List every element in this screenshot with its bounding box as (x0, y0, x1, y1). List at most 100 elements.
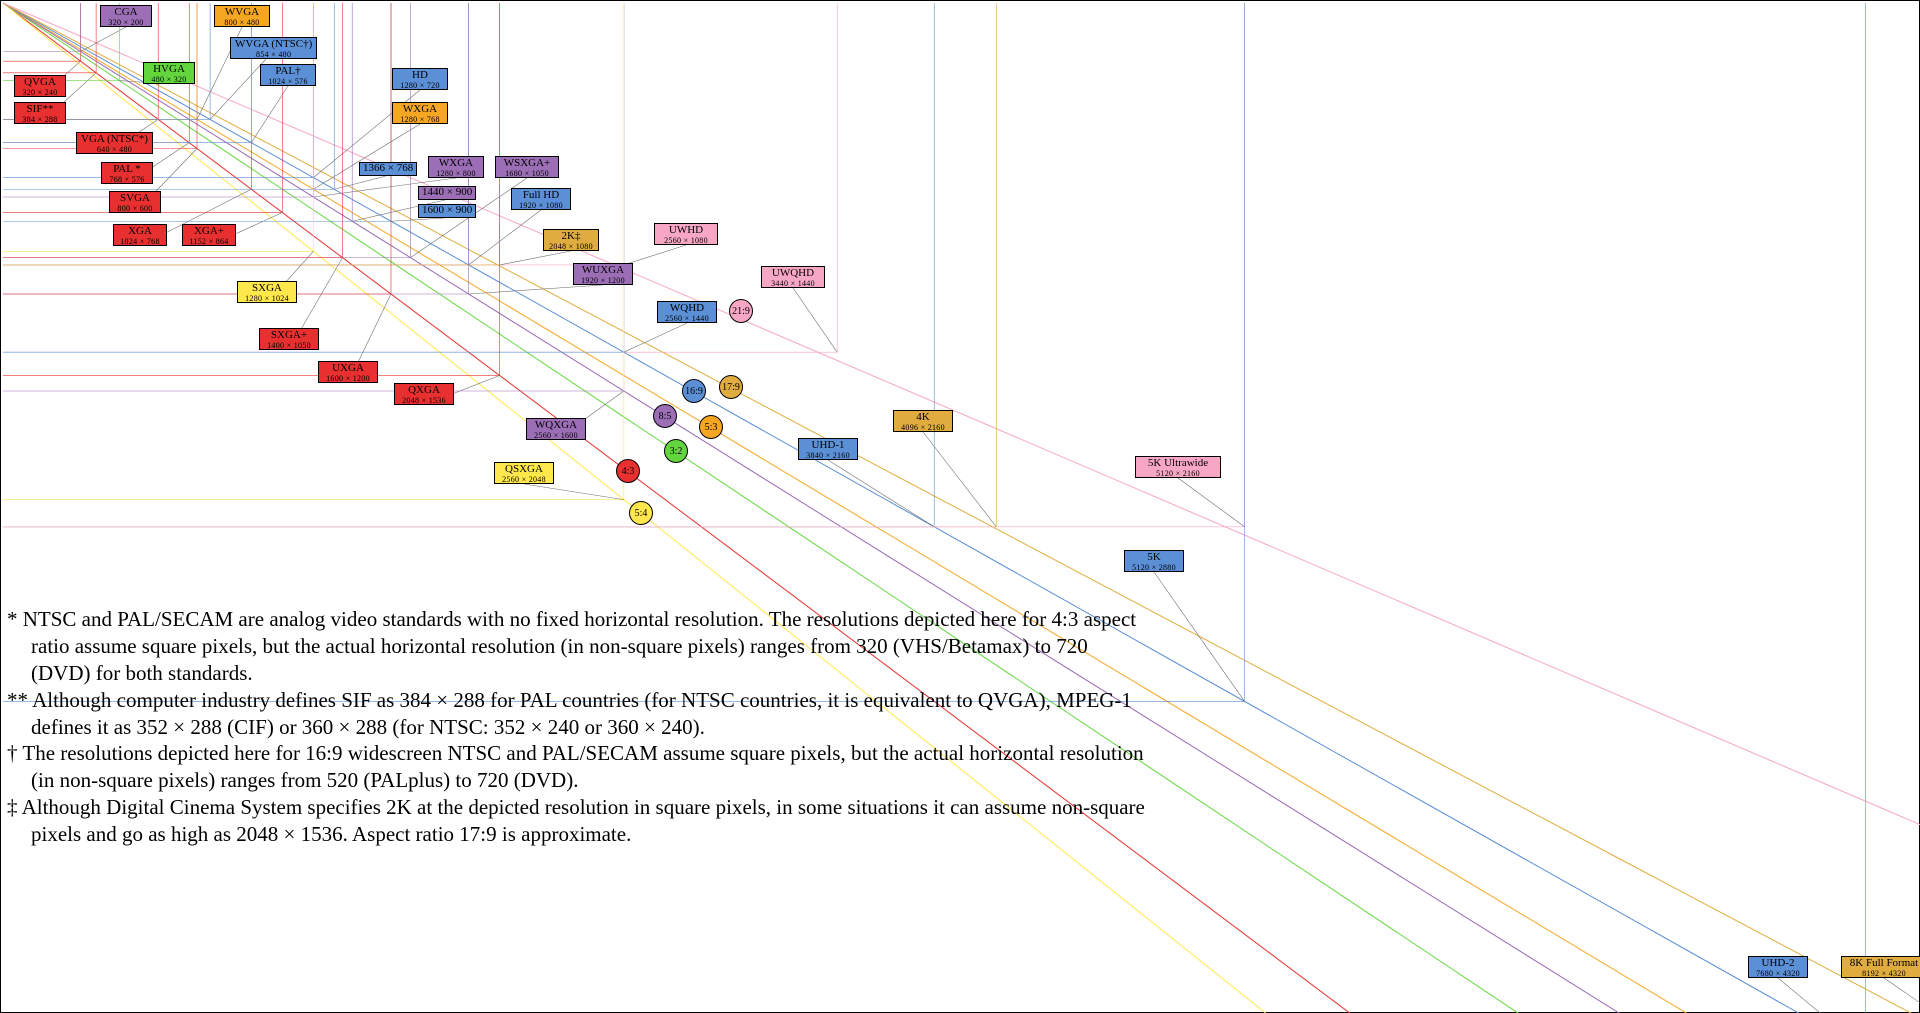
res-dims: 1600 × 1200 (323, 375, 373, 383)
ratio-circle-8-5: 8:5 (653, 404, 677, 428)
ratio-circle-3-2: 3:2 (664, 439, 688, 463)
resolution-box-uwqhd: UWQHD3440 × 1440 (761, 266, 825, 288)
res-name: 4K (898, 412, 948, 424)
res-dims: 2560 × 1080 (659, 237, 713, 245)
res-dims: 1280 × 768 (397, 116, 443, 124)
resolution-box-pal-: PAL *768 × 576 (101, 162, 153, 184)
res-name: 5K (1129, 552, 1179, 564)
res-dims: 800 × 480 (219, 19, 265, 27)
resolution-box-uhd-2: UHD-27680 × 4320 (1748, 956, 1808, 978)
res-name: 1440 × 900 (422, 187, 472, 199)
res-name: WVGA (NTSC†) (235, 39, 312, 51)
res-dims: 1280 × 1024 (242, 295, 292, 303)
resolution-box-qxga: QXGA2048 × 1536 (394, 383, 454, 405)
res-dims: 854 × 480 (235, 51, 312, 59)
res-name: 2K‡ (548, 231, 594, 243)
res-name: PAL * (106, 164, 148, 176)
res-name: WXGA (397, 104, 443, 116)
res-dims: 2560 × 1440 (662, 315, 712, 323)
res-name: WQHD (662, 303, 712, 315)
res-dims: 1920 × 1200 (578, 277, 628, 285)
res-name: PAL† (265, 66, 311, 78)
res-name: XGA+ (187, 226, 231, 238)
res-dims: 768 × 576 (106, 176, 148, 184)
ratio-circle-4-3: 4:3 (616, 459, 640, 483)
res-dims: 800 × 600 (114, 205, 156, 213)
res-name: 5K Ultrawide (1140, 458, 1216, 470)
res-dims: 384 × 288 (19, 116, 61, 124)
resolution-box-wxga: WXGA1280 × 768 (392, 102, 448, 124)
res-name: WQXGA (531, 420, 581, 432)
res-dims: 2048 × 1536 (399, 397, 449, 405)
res-dims: 3840 × 2160 (803, 452, 853, 460)
res-name: QSXGA (499, 464, 549, 476)
resolution-box-uhd-1: UHD-13840 × 2160 (798, 438, 858, 460)
resolution-box-wvga-ntsc-: WVGA (NTSC†)854 × 480 (230, 37, 317, 59)
resolution-box-wxga: WXGA1280 × 800 (428, 156, 484, 178)
resolution-box-cga: CGA320 × 200 (100, 5, 152, 27)
res-name: UHD-2 (1753, 958, 1803, 970)
res-name: SVGA (114, 193, 156, 205)
res-name: UWQHD (766, 268, 820, 280)
res-dims: 1024 × 768 (118, 238, 162, 246)
res-dims: 1024 × 576 (265, 78, 311, 86)
footnotes-block: * NTSC and PAL/SECAM are analog video st… (7, 606, 1147, 848)
resolution-box-4k: 4K4096 × 2160 (893, 410, 953, 432)
res-name: HD (397, 70, 443, 82)
footnote-3: ‡ Although Digital Cinema System specifi… (7, 794, 1147, 848)
res-name: Full HD (516, 190, 566, 202)
res-name: 1366 × 768 (363, 163, 413, 175)
res-dims: 1400 × 1050 (264, 342, 314, 350)
resolution-box-full-hd: Full HD1920 × 1080 (511, 188, 571, 210)
resolution-box-5k: 5K5120 × 2880 (1124, 550, 1184, 572)
resolution-box-wvga: WVGA800 × 480 (214, 5, 270, 27)
res-dims: 1680 × 1050 (500, 170, 554, 178)
res-dims: 1280 × 800 (433, 170, 479, 178)
res-name: XGA (118, 226, 162, 238)
res-name: WVGA (219, 7, 265, 19)
res-dims: 640 × 480 (81, 146, 148, 154)
res-name: WXGA (433, 158, 479, 170)
res-name: QVGA (19, 77, 61, 89)
res-dims: 480 × 320 (148, 76, 190, 84)
res-dims: 7680 × 4320 (1753, 970, 1803, 978)
resolution-box-hvga: HVGA480 × 320 (143, 62, 195, 84)
res-name: UWHD (659, 225, 713, 237)
res-name: QXGA (399, 385, 449, 397)
res-dims: 4096 × 2160 (898, 424, 948, 432)
resolution-box-pal-: PAL†1024 × 576 (260, 64, 316, 86)
resolution-box-1366-768: 1366 × 768 (359, 162, 417, 176)
res-dims: 5120 × 2880 (1129, 564, 1179, 572)
res-dims: 2048 × 1080 (548, 243, 594, 251)
res-name: HVGA (148, 64, 190, 76)
resolution-box-wqhd: WQHD2560 × 1440 (657, 301, 717, 323)
ratio-circle-17-9: 17:9 (719, 375, 743, 399)
res-name: SXGA+ (264, 330, 314, 342)
res-dims: 1152 × 864 (187, 238, 231, 246)
resolution-box-1440-900: 1440 × 900 (418, 186, 476, 200)
footnote-1: ** Although computer industry defines SI… (7, 687, 1147, 741)
ratio-circle-5-4: 5:4 (629, 501, 653, 525)
resolution-box-8k-full-format: 8K Full Format8192 × 4320 (1841, 956, 1920, 978)
res-name: WSXGA+ (500, 158, 554, 170)
res-dims: 2560 × 2048 (499, 476, 549, 484)
resolution-box-svga: SVGA800 × 600 (109, 191, 161, 213)
ratio-circle-16-9: 16:9 (682, 379, 706, 403)
resolution-box-qvga: QVGA320 × 240 (14, 75, 66, 97)
resolution-box-1600-900: 1600 × 900 (418, 204, 476, 218)
resolution-box-qsxga: QSXGA2560 × 2048 (494, 462, 554, 484)
resolution-box-2k-: 2K‡2048 × 1080 (543, 229, 599, 251)
res-dims: 8192 × 4320 (1846, 970, 1920, 978)
resolution-box-uxga: UXGA1600 × 1200 (318, 361, 378, 383)
res-name: 1600 × 900 (422, 205, 472, 217)
res-dims: 5120 × 2160 (1140, 470, 1216, 478)
res-name: VGA (NTSC*) (81, 134, 148, 146)
resolution-box-uwhd: UWHD2560 × 1080 (654, 223, 718, 245)
resolution-box-wqxga: WQXGA2560 × 1600 (526, 418, 586, 440)
res-name: CGA (105, 7, 147, 19)
res-name: 8K Full Format (1846, 958, 1920, 970)
resolution-box-vga-ntsc-: VGA (NTSC*)640 × 480 (76, 132, 153, 154)
res-dims: 320 × 240 (19, 89, 61, 97)
resolution-box-xga: XGA1024 × 768 (113, 224, 167, 246)
resolution-box-sxga-: SXGA+1400 × 1050 (259, 328, 319, 350)
